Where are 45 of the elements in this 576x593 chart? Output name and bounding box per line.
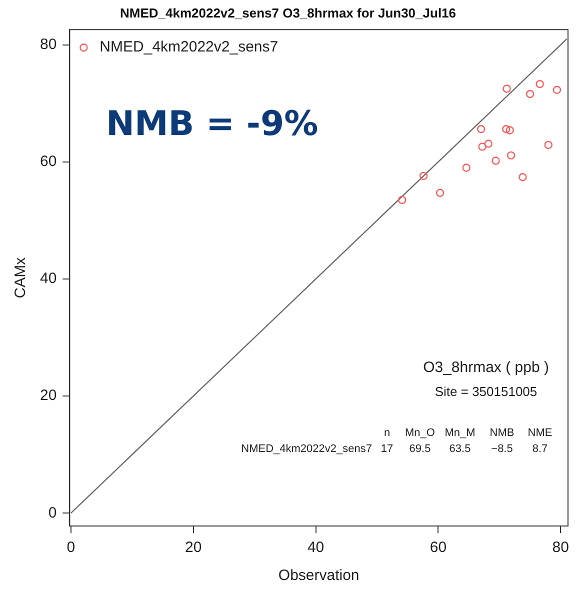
point xyxy=(518,173,527,182)
x-axis-title: Observation xyxy=(278,567,360,584)
point xyxy=(552,86,562,94)
point xyxy=(506,126,514,134)
point xyxy=(398,196,406,204)
chart-title: NMED_4km2022v2_sens7 O3_8hrmax for Jun30_Jul16 xyxy=(120,5,456,20)
legend-label: NMED_4km2022v2_sens7 xyxy=(100,38,278,56)
point xyxy=(506,151,516,160)
point xyxy=(462,164,470,172)
point xyxy=(484,140,493,148)
x-tick-label: 80 xyxy=(552,539,569,556)
y-axis-title: CAMx xyxy=(12,256,30,298)
x-tick-label: 0 xyxy=(66,539,76,556)
x-tick-label: 40 xyxy=(307,539,324,556)
point xyxy=(476,125,486,134)
point xyxy=(436,188,444,198)
annotation: 17 xyxy=(380,443,394,455)
y-tick-label: 40 xyxy=(40,270,57,288)
annotation: Mn_O xyxy=(405,427,436,439)
annotation: O3_8hrmax ( ppb ) xyxy=(423,359,549,376)
annotation: NME xyxy=(528,427,552,439)
annotation: NMED_4km2022v2_sens7 xyxy=(241,443,372,455)
annotation: 8.7 xyxy=(532,443,548,455)
y-tick-label: 80 xyxy=(40,36,57,53)
point xyxy=(478,142,486,151)
annotation: 69.5 xyxy=(409,443,431,455)
x-tick-label: 60 xyxy=(430,539,447,556)
annotation: NMB xyxy=(490,427,514,439)
point xyxy=(544,140,553,150)
annotation: n xyxy=(384,427,390,439)
point xyxy=(419,172,428,180)
point xyxy=(492,156,500,165)
y-tick-label: 0 xyxy=(48,504,57,522)
point xyxy=(502,125,510,134)
point xyxy=(526,90,534,98)
annotation: 63.5 xyxy=(449,443,471,455)
point xyxy=(502,84,511,93)
annotation: −8.5 xyxy=(491,443,513,455)
annotation: NMB = -9% xyxy=(106,104,318,144)
y-tick-label: 60 xyxy=(40,153,57,170)
annotation: Mn_M xyxy=(444,427,476,439)
y-tick-label: 20 xyxy=(40,387,57,404)
annotation: Site = 350151005 xyxy=(434,384,538,399)
x-tick-label: 20 xyxy=(185,539,202,556)
point xyxy=(536,80,544,88)
